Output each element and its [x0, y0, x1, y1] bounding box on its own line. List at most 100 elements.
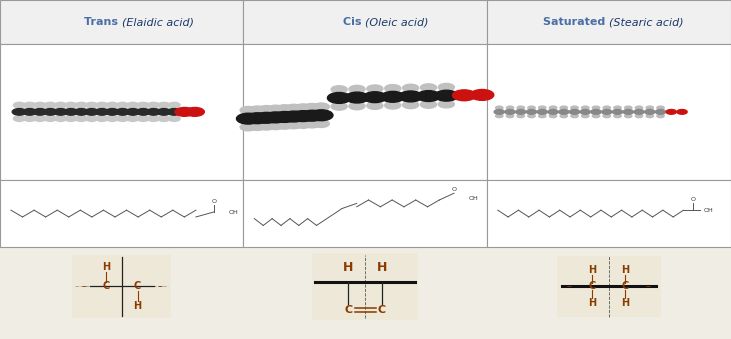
Circle shape	[496, 106, 503, 109]
Circle shape	[304, 120, 320, 128]
Circle shape	[282, 111, 306, 122]
Text: –: –	[646, 281, 651, 292]
Circle shape	[75, 116, 87, 121]
Text: C: C	[378, 304, 386, 315]
Circle shape	[494, 109, 504, 114]
Text: O: O	[212, 199, 216, 204]
Circle shape	[264, 112, 287, 123]
Circle shape	[148, 116, 159, 121]
Circle shape	[435, 90, 458, 101]
Circle shape	[403, 84, 419, 92]
Circle shape	[417, 91, 440, 101]
Circle shape	[592, 114, 599, 118]
Text: H: H	[621, 298, 629, 308]
Circle shape	[385, 85, 401, 92]
Text: H: H	[134, 301, 142, 311]
Circle shape	[255, 113, 279, 123]
Circle shape	[148, 102, 159, 108]
Circle shape	[175, 107, 194, 116]
Circle shape	[613, 109, 623, 114]
Circle shape	[496, 114, 503, 118]
Circle shape	[105, 108, 119, 115]
Circle shape	[240, 123, 257, 131]
Text: H: H	[376, 261, 387, 274]
Bar	[487, 44, 731, 180]
Circle shape	[240, 106, 257, 114]
Circle shape	[507, 106, 514, 109]
Circle shape	[64, 108, 78, 115]
Circle shape	[592, 106, 599, 109]
Circle shape	[539, 114, 546, 118]
Bar	[0, 180, 243, 247]
Circle shape	[582, 106, 589, 109]
Text: Saturated: Saturated	[543, 17, 609, 27]
Text: O: O	[452, 187, 456, 192]
Circle shape	[550, 114, 557, 118]
Circle shape	[23, 108, 37, 115]
Circle shape	[168, 102, 180, 108]
Circle shape	[560, 114, 567, 118]
Circle shape	[420, 84, 436, 91]
Circle shape	[268, 122, 284, 129]
Text: C: C	[134, 281, 141, 292]
Circle shape	[515, 109, 526, 114]
Circle shape	[106, 102, 118, 108]
Circle shape	[186, 107, 205, 116]
Circle shape	[291, 111, 315, 122]
Circle shape	[313, 103, 329, 111]
Circle shape	[178, 108, 192, 115]
Circle shape	[539, 106, 546, 109]
Circle shape	[571, 106, 578, 109]
Circle shape	[167, 108, 181, 115]
Bar	[487, 180, 731, 247]
Circle shape	[53, 108, 68, 115]
Circle shape	[106, 116, 118, 121]
Circle shape	[345, 92, 368, 103]
Circle shape	[420, 101, 436, 108]
Circle shape	[117, 102, 129, 108]
Text: H: H	[588, 298, 596, 308]
Circle shape	[158, 102, 170, 108]
Text: OH: OH	[704, 208, 713, 213]
Circle shape	[286, 104, 302, 112]
Circle shape	[645, 109, 655, 114]
Circle shape	[295, 104, 311, 112]
Circle shape	[367, 102, 383, 109]
Circle shape	[277, 105, 292, 112]
Circle shape	[126, 108, 140, 115]
Text: Trans: Trans	[84, 17, 121, 27]
Circle shape	[304, 103, 320, 111]
Circle shape	[24, 116, 36, 121]
Circle shape	[603, 106, 610, 109]
Circle shape	[237, 113, 260, 124]
Text: O: O	[691, 197, 695, 202]
Circle shape	[168, 116, 180, 121]
Circle shape	[96, 116, 108, 121]
Circle shape	[286, 121, 302, 129]
Circle shape	[117, 116, 129, 121]
Circle shape	[571, 114, 578, 118]
Circle shape	[12, 108, 26, 115]
Circle shape	[156, 108, 171, 115]
Text: H: H	[588, 265, 596, 275]
Circle shape	[528, 106, 535, 109]
Circle shape	[677, 109, 687, 114]
Circle shape	[45, 102, 56, 108]
Circle shape	[517, 114, 524, 118]
Text: (Oleic acid): (Oleic acid)	[366, 17, 428, 27]
Circle shape	[34, 116, 46, 121]
Circle shape	[95, 108, 109, 115]
Circle shape	[349, 85, 365, 93]
Circle shape	[13, 116, 26, 121]
Bar	[72, 255, 172, 318]
Circle shape	[363, 92, 387, 103]
Text: C: C	[622, 281, 629, 292]
Circle shape	[646, 106, 654, 109]
Circle shape	[623, 109, 633, 114]
Text: C: C	[102, 281, 110, 292]
Circle shape	[666, 109, 676, 114]
Circle shape	[439, 83, 455, 91]
Circle shape	[635, 106, 643, 109]
Circle shape	[43, 108, 58, 115]
Circle shape	[136, 108, 151, 115]
